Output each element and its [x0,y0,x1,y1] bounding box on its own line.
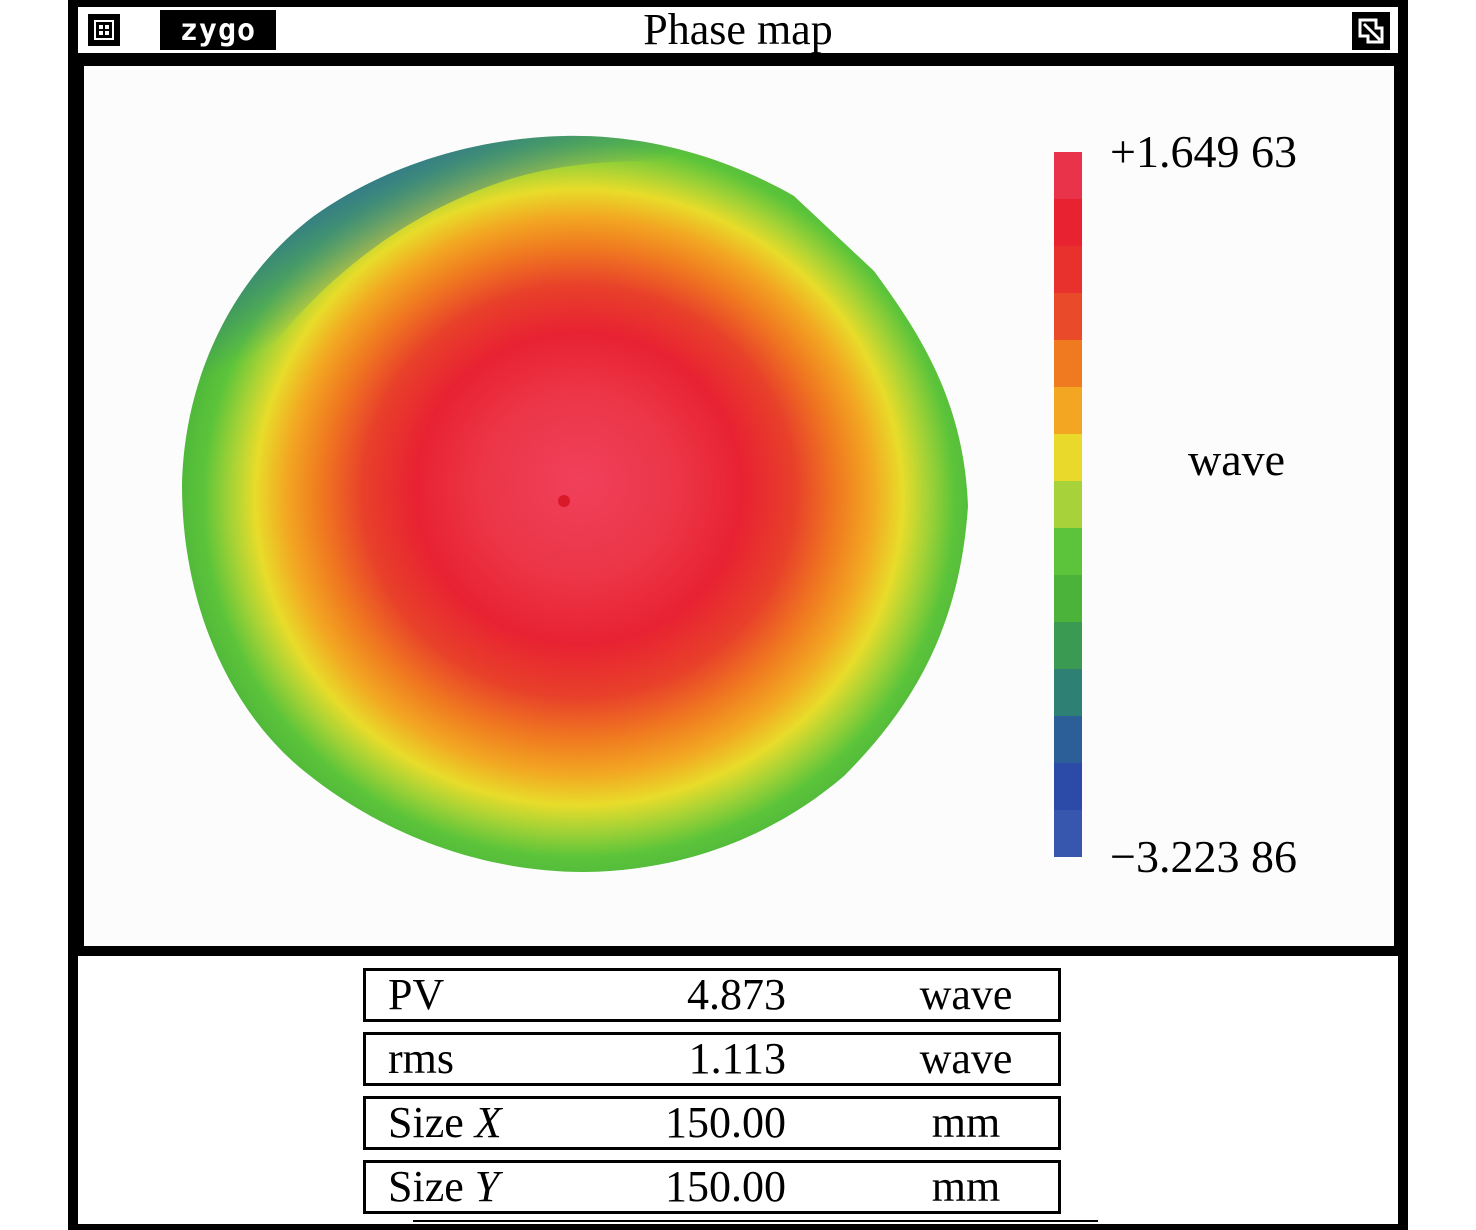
color-scale-stripe [1054,481,1082,529]
window-title: Phase map [643,5,833,54]
stat-value: 4.873 [687,970,786,1019]
stat-row-size-y: Size Y 150.00 mm [363,1160,1061,1214]
application-window: zygo Phase map [68,0,1408,1230]
resize-glyph [1358,18,1384,44]
stat-unit: mm [931,1098,1001,1147]
stat-unit: wave [919,970,1013,1019]
color-scale-stripe [1054,434,1082,482]
phase-map-panel: +1.649 63 wave −3.223 86 [84,66,1394,946]
color-scale-stripe [1054,810,1082,857]
pupil-map [182,135,968,872]
color-scale-stripe [1054,763,1082,811]
zygo-logo: zygo [160,10,276,50]
statistics-panel: PV 4.873 wave rms 1.113 wave Size X 150.… [78,956,1398,1224]
phase-surface [182,135,968,872]
color-scale-stripe [1054,528,1082,576]
color-scale-stripe [1054,246,1082,294]
scale-max-label: +1.649 63 [1110,126,1297,177]
scale-unit-label: wave [1188,434,1286,485]
phase-map-image [182,135,968,872]
color-scale-stripe [1054,293,1082,341]
color-scale-stripe [1054,716,1082,764]
stat-label: Size Y [388,1162,500,1211]
system-menu-glyph [94,20,114,40]
bottom-rule [413,1220,1098,1222]
stat-row-pv: PV 4.873 wave [363,968,1061,1022]
stat-label: Size X [388,1098,502,1147]
stat-value: 150.00 [665,1098,786,1147]
title-bar-bottom-rule [78,53,1398,56]
stat-value: 1.113 [688,1034,786,1083]
stat-unit: mm [931,1162,1001,1211]
color-scale-stripe [1054,199,1082,247]
title-bar-top-rule [78,4,1398,7]
title-bar[interactable]: zygo Phase map [78,4,1398,56]
color-scale-stripe [1054,575,1082,623]
stat-value: 150.00 [665,1162,786,1211]
scale-min-label: −3.223 86 [1110,831,1297,882]
color-scale-bar [1054,152,1082,857]
color-scale-stripe [1054,622,1082,670]
stat-unit: wave [919,1034,1013,1083]
center-point [558,495,570,507]
color-scale-stripe [1054,387,1082,435]
stat-row-size-x: Size X 150.00 mm [363,1096,1061,1150]
resize-corner-icon[interactable] [1352,12,1390,50]
color-scale-stripe [1054,669,1082,717]
color-scale-stripe [1054,340,1082,388]
stat-label: rms [388,1034,454,1083]
system-menu-icon[interactable] [88,14,120,46]
stat-row-rms: rms 1.113 wave [363,1032,1061,1086]
stat-label: PV [388,970,445,1019]
color-scale-stripe [1054,152,1082,200]
